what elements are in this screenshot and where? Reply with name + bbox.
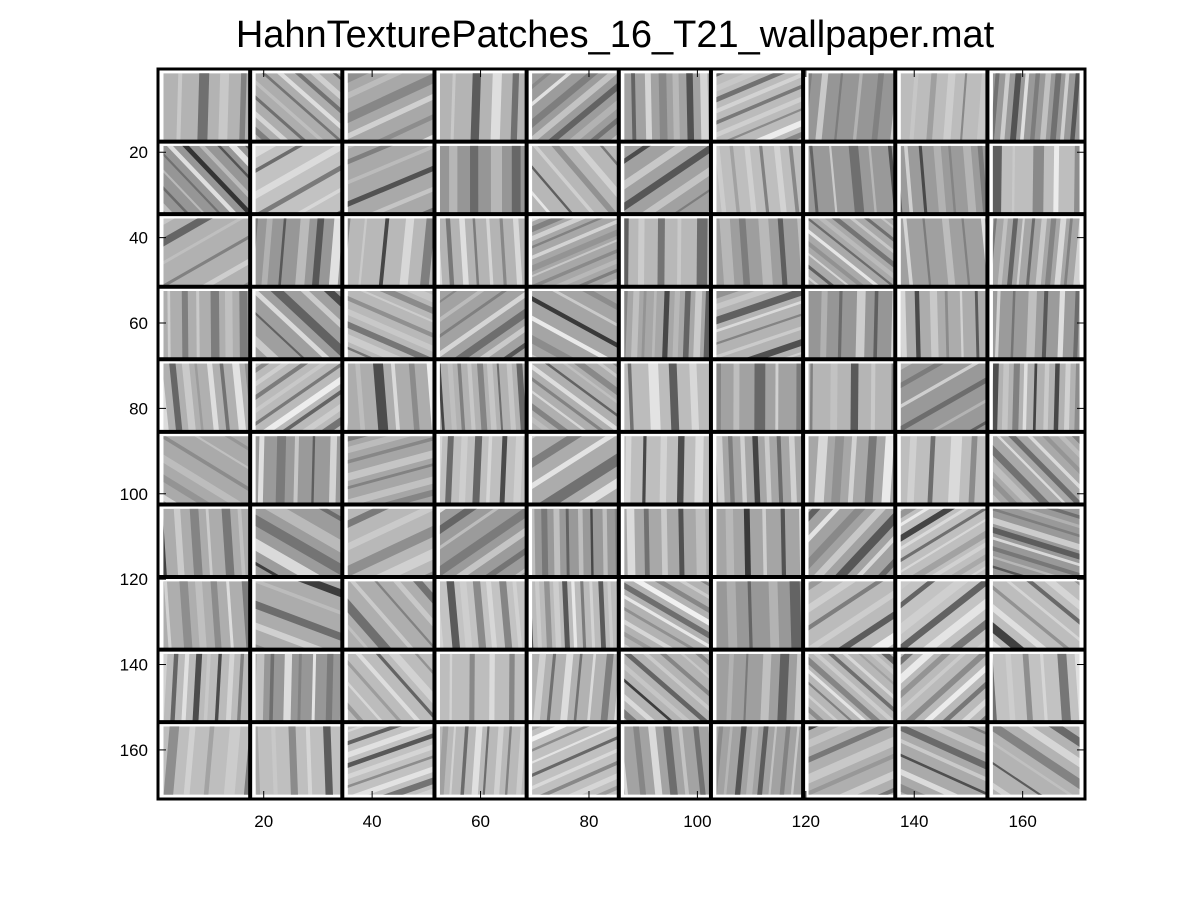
x-tick-label: 140 <box>900 812 928 831</box>
y-tick-label: 80 <box>129 399 148 418</box>
y-tick-label: 20 <box>129 143 148 162</box>
y-tick-label: 100 <box>120 485 148 504</box>
y-tick-label: 120 <box>120 570 148 589</box>
x-tick-label: 120 <box>792 812 820 831</box>
chart-title: HahnTexturePatches_16_T21_wallpaper.mat <box>236 14 995 56</box>
x-tick-label: 100 <box>683 812 711 831</box>
x-tick-label: 20 <box>254 812 273 831</box>
y-tick-label: 60 <box>129 314 148 333</box>
x-tick-label: 60 <box>471 812 490 831</box>
x-tick-label: 160 <box>1008 812 1036 831</box>
x-tick-label: 40 <box>363 812 382 831</box>
y-tick-label: 160 <box>120 741 148 760</box>
y-tick-label: 140 <box>120 656 148 675</box>
plot-area: 20 40 60 80 100 120 140 160 20 40 60 80 100 120 140 160 <box>77 0 1156 899</box>
y-tick-label: 40 <box>129 229 148 248</box>
x-tick-label: 80 <box>580 812 599 831</box>
